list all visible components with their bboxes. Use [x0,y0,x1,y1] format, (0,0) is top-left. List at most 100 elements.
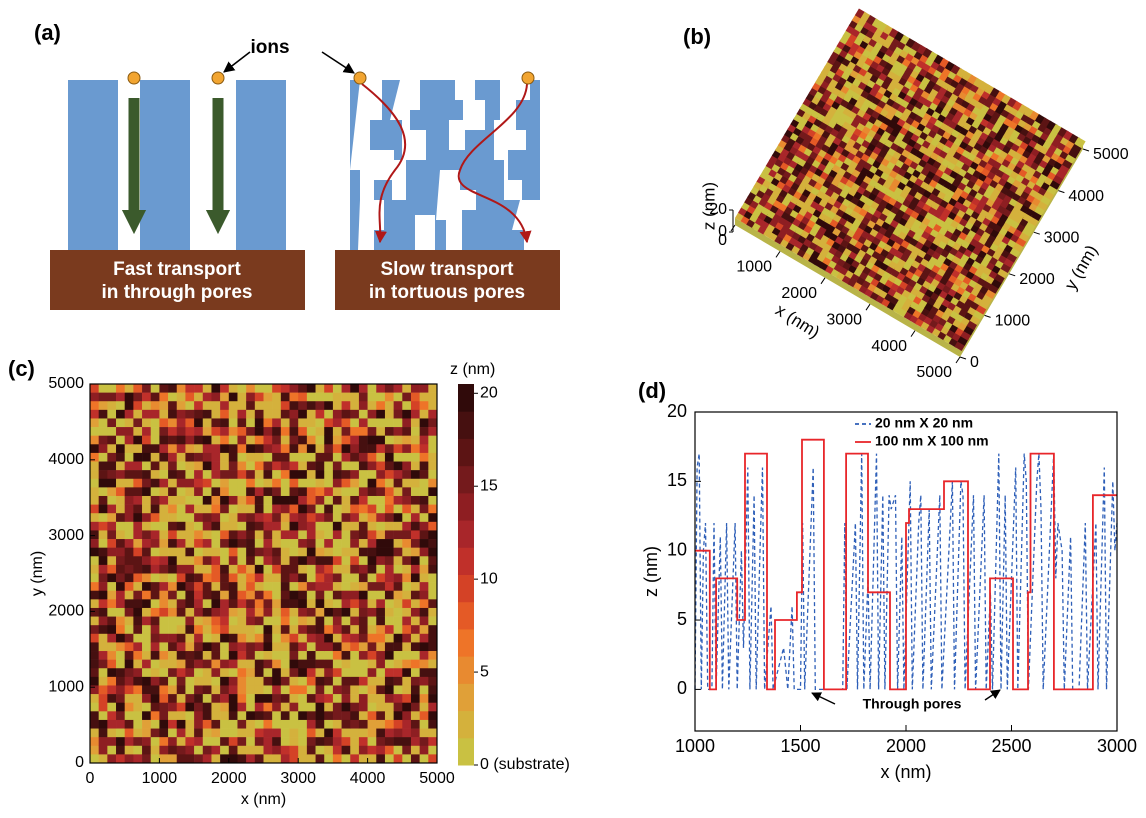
y-tick-label: 15 [667,470,687,490]
texture-cell [264,737,273,746]
texture-cell [359,522,368,531]
texture-cell [203,548,212,557]
texture-cell [237,634,246,643]
texture-cell [255,505,264,514]
texture-cell [376,505,385,514]
texture-cell [229,591,238,600]
texture-cell [272,660,281,669]
texture-cell [411,436,420,445]
texture-cell [237,384,246,393]
texture-cell [411,401,420,410]
texture-cell [107,522,116,531]
colorbar-band [458,384,474,412]
texture-cell [151,651,160,660]
texture-cell [107,565,116,574]
texture-cell [142,582,151,591]
texture-cell [350,496,359,505]
texture-cell [298,548,307,557]
texture-cell [107,668,116,677]
y-tick-label: 4000 [1068,188,1104,205]
texture-cell [159,487,168,496]
texture-cell [142,487,151,496]
colorbar-tick-label: 15 [480,477,498,494]
texture-cell [307,746,316,755]
texture-cell [376,393,385,402]
texture-cell [359,599,368,608]
texture-cell [237,729,246,738]
texture-cell [359,565,368,574]
texture-cell [428,703,437,712]
texture-cell [298,746,307,755]
texture-cell [99,565,108,574]
texture-cell [159,410,168,419]
texture-cell [402,737,411,746]
texture-cell [237,393,246,402]
texture-cell [402,642,411,651]
texture-cell [255,754,264,763]
texture-cell [142,591,151,600]
texture-cell [220,608,229,617]
texture-cell [151,444,160,453]
texture-cell [264,410,273,419]
texture-cell [272,513,281,522]
texture-cell [177,565,186,574]
texture-cell [342,410,351,419]
texture-cell [298,651,307,660]
texture-cell [203,393,212,402]
texture-cell [194,401,203,410]
texture-cell [420,737,429,746]
texture-cell [116,591,125,600]
texture-cell [333,530,342,539]
x-tick-label: 5000 [419,770,455,787]
texture-cell [281,729,290,738]
texture-cell [99,384,108,393]
texture-cell [298,427,307,436]
texture-cell [185,384,194,393]
texture-cell [350,479,359,488]
texture-cell [402,462,411,471]
texture-cell [420,530,429,539]
texture-cell [281,410,290,419]
texture-cell [142,444,151,453]
texture-cell [368,496,377,505]
y-tick-label: 0 [970,354,979,371]
texture-cell [428,685,437,694]
texture-cell [255,556,264,565]
texture-cell [394,651,403,660]
texture-cell [359,496,368,505]
texture-cell [428,677,437,686]
texture-cell [255,479,264,488]
colorbar-label: z (nm) [450,361,495,378]
texture-cell [133,703,142,712]
texture-cell [168,754,177,763]
texture-cell [177,754,186,763]
texture-cell [255,625,264,634]
texture-cell [194,384,203,393]
texture-cell [411,393,420,402]
texture-cell [402,401,411,410]
texture-cell [125,685,134,694]
texture-cell [350,617,359,626]
texture-cell [333,393,342,402]
texture-cell [151,754,160,763]
texture-cell [151,470,160,479]
texture-cell [151,427,160,436]
texture-cell [246,505,255,514]
texture-cell [125,427,134,436]
texture-cell [342,556,351,565]
texture-cell [342,720,351,729]
texture-cell [290,487,299,496]
texture-cell [420,694,429,703]
texture-cell [394,522,403,531]
texture-cell [211,479,220,488]
z-tick-label: 0 [718,223,727,240]
texture-cell [376,651,385,660]
texture-cell [307,599,316,608]
texture-cell [90,427,99,436]
texture-cell [376,608,385,617]
texture-cell [307,608,316,617]
texture-cell [194,522,203,531]
texture-cell [394,668,403,677]
texture-cell [298,660,307,669]
texture-cell [246,539,255,548]
